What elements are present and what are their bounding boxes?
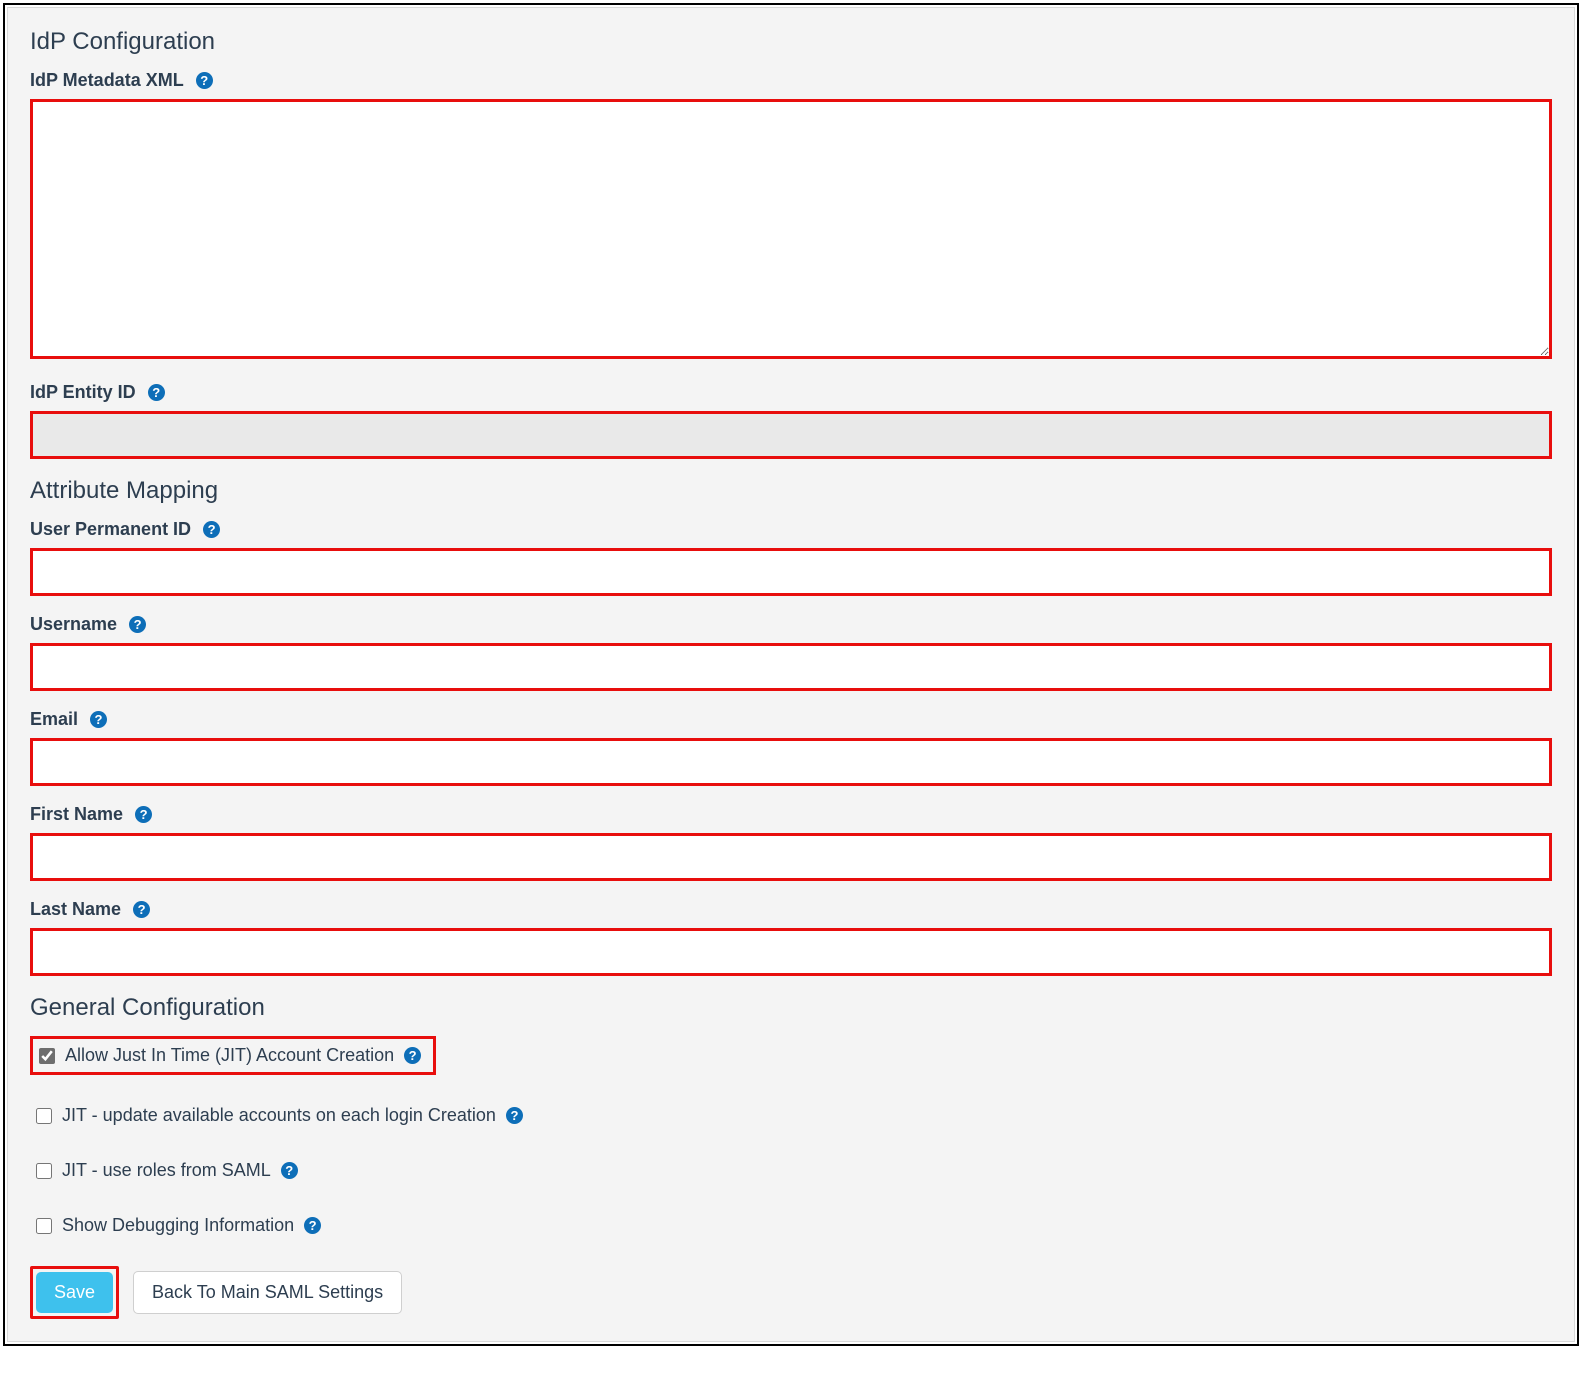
section-title-attr: Attribute Mapping: [30, 477, 1552, 505]
input-last-name[interactable]: [30, 928, 1552, 976]
field-username: Username ?: [30, 614, 1552, 691]
checkbox-jit-create[interactable]: [39, 1048, 55, 1064]
checkbox-row-jit-roles: JIT - use roles from SAML ?: [30, 1156, 1552, 1185]
label-jit-roles: JIT - use roles from SAML: [62, 1160, 271, 1181]
save-button[interactable]: Save: [36, 1272, 113, 1313]
help-icon[interactable]: ?: [281, 1162, 298, 1179]
input-idp-metadata-xml[interactable]: [30, 99, 1552, 359]
section-title-general: General Configuration: [30, 994, 1552, 1022]
label-user-permanent-id: User Permanent ID: [30, 519, 191, 540]
help-icon[interactable]: ?: [129, 616, 146, 633]
save-button-highlight: Save: [30, 1266, 119, 1319]
input-idp-entity-id: [30, 411, 1552, 459]
help-icon[interactable]: ?: [304, 1217, 321, 1234]
field-email: Email ?: [30, 709, 1552, 786]
field-idp-metadata-xml: IdP Metadata XML ?: [30, 70, 1552, 364]
section-title-idp: IdP Configuration: [30, 28, 1552, 56]
input-email[interactable]: [30, 738, 1552, 786]
label-jit-update: JIT - update available accounts on each …: [62, 1105, 496, 1126]
field-user-permanent-id: User Permanent ID ?: [30, 519, 1552, 596]
help-icon[interactable]: ?: [90, 711, 107, 728]
checkbox-jit-update[interactable]: [36, 1108, 52, 1124]
checkbox-row-jit-create: Allow Just In Time (JIT) Account Creatio…: [30, 1036, 436, 1075]
label-last-name: Last Name: [30, 899, 121, 920]
checkbox-row-show-debug: Show Debugging Information ?: [30, 1211, 1552, 1240]
input-username[interactable]: [30, 643, 1552, 691]
help-icon[interactable]: ?: [203, 521, 220, 538]
checkbox-row-jit-update: JIT - update available accounts on each …: [30, 1101, 1552, 1130]
idp-config-panel: IdP Configuration IdP Metadata XML ? IdP…: [7, 7, 1575, 1342]
field-idp-entity-id: IdP Entity ID ?: [30, 382, 1552, 459]
field-first-name: First Name ?: [30, 804, 1552, 881]
help-icon[interactable]: ?: [196, 72, 213, 89]
help-icon[interactable]: ?: [135, 806, 152, 823]
help-icon[interactable]: ?: [506, 1107, 523, 1124]
label-idp-metadata-xml: IdP Metadata XML: [30, 70, 184, 91]
back-button[interactable]: Back To Main SAML Settings: [133, 1271, 402, 1314]
label-show-debug: Show Debugging Information: [62, 1215, 294, 1236]
help-icon[interactable]: ?: [148, 384, 165, 401]
field-last-name: Last Name ?: [30, 899, 1552, 976]
label-username: Username: [30, 614, 117, 635]
button-row: Save Back To Main SAML Settings: [30, 1266, 1552, 1319]
checkbox-show-debug[interactable]: [36, 1218, 52, 1234]
label-first-name: First Name: [30, 804, 123, 825]
label-idp-entity-id: IdP Entity ID: [30, 382, 136, 403]
input-user-permanent-id[interactable]: [30, 548, 1552, 596]
checkbox-jit-roles[interactable]: [36, 1163, 52, 1179]
label-email: Email: [30, 709, 78, 730]
label-jit-create: Allow Just In Time (JIT) Account Creatio…: [65, 1045, 394, 1066]
help-icon[interactable]: ?: [133, 901, 150, 918]
help-icon[interactable]: ?: [404, 1047, 421, 1064]
input-first-name[interactable]: [30, 833, 1552, 881]
